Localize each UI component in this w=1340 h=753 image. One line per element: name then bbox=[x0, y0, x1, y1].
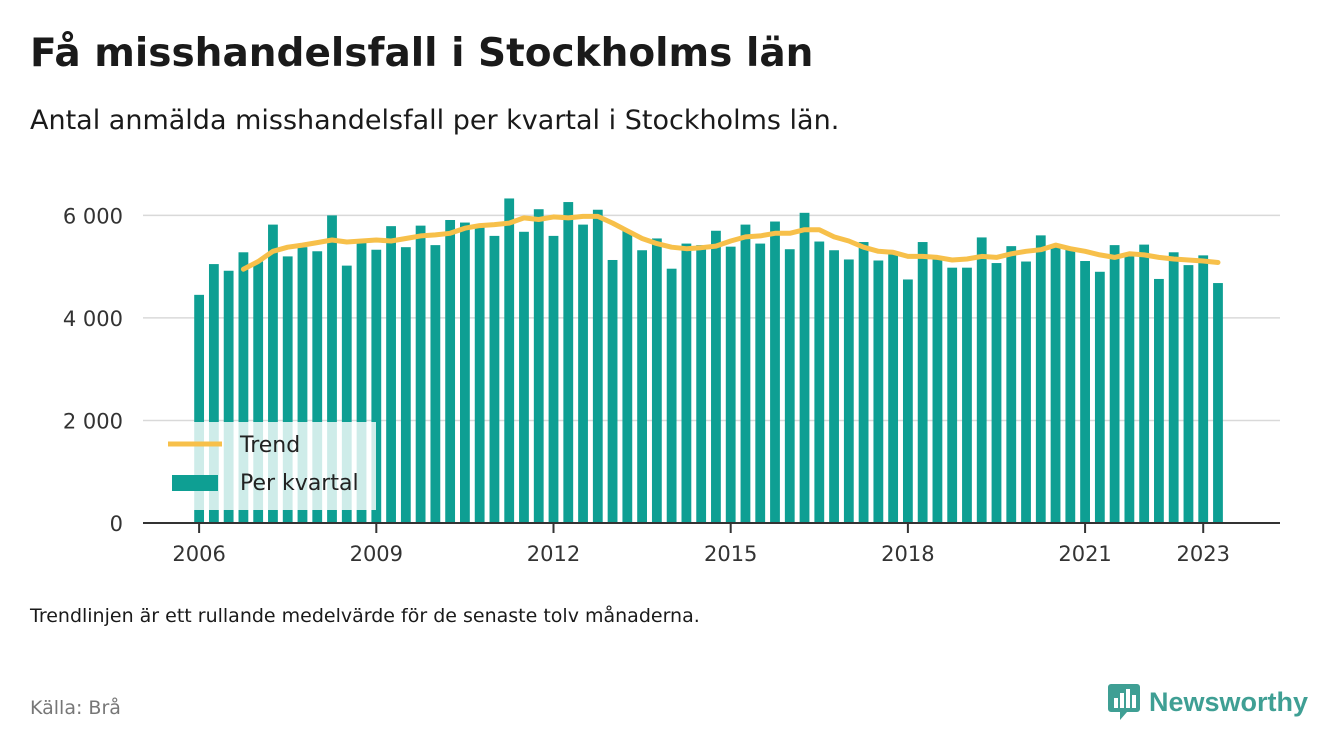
x-tick-label: 2006 bbox=[172, 542, 225, 566]
bar bbox=[711, 230, 721, 523]
bar bbox=[1213, 283, 1223, 523]
chart-subtitle: Antal anmälda misshandelsfall per kvarta… bbox=[30, 105, 840, 136]
bar bbox=[888, 251, 899, 524]
legend: Trend Per kvartal bbox=[160, 422, 376, 510]
bar bbox=[622, 230, 633, 523]
bar bbox=[666, 268, 677, 523]
bar bbox=[1006, 246, 1017, 523]
bar bbox=[430, 245, 441, 523]
bar bbox=[1183, 265, 1194, 523]
source-label: Källa: Brå bbox=[30, 697, 121, 719]
legend-background bbox=[160, 422, 376, 510]
bar bbox=[548, 235, 559, 523]
bar bbox=[1139, 244, 1150, 523]
bar bbox=[637, 250, 647, 523]
legend-bars-swatch bbox=[172, 475, 218, 491]
bar bbox=[460, 222, 470, 524]
bar bbox=[976, 237, 987, 523]
bar bbox=[1109, 245, 1120, 523]
bar bbox=[1124, 256, 1135, 523]
y-tick-label: 6 000 bbox=[63, 204, 123, 228]
bar bbox=[962, 267, 972, 523]
brand-name: Newsworthy bbox=[1148, 686, 1308, 717]
bar bbox=[991, 263, 1002, 523]
bar bbox=[504, 198, 515, 523]
bar bbox=[312, 251, 323, 523]
bar bbox=[327, 215, 337, 523]
bar bbox=[592, 209, 603, 523]
bar bbox=[1080, 261, 1090, 523]
bar bbox=[770, 221, 780, 524]
bar bbox=[1035, 235, 1046, 523]
bar bbox=[371, 249, 382, 523]
bar bbox=[297, 247, 308, 523]
bar bbox=[947, 267, 958, 523]
bar bbox=[282, 256, 293, 523]
bar bbox=[696, 245, 707, 523]
bar bbox=[474, 225, 485, 523]
legend-trend-label: Trend bbox=[239, 433, 300, 458]
x-tick-label: 2009 bbox=[350, 542, 403, 566]
trend-layer bbox=[240, 213, 1221, 272]
bar bbox=[1050, 247, 1061, 523]
bar bbox=[253, 261, 264, 523]
bar bbox=[799, 212, 810, 524]
bar bbox=[829, 250, 839, 523]
chart-footnote: Trendlinjen är ett rullande medelvärde f… bbox=[30, 605, 700, 627]
bar bbox=[651, 238, 662, 523]
bar bbox=[268, 224, 278, 523]
bar bbox=[725, 246, 736, 523]
bar bbox=[208, 264, 219, 523]
newsworthy-logo-icon bbox=[1107, 684, 1140, 720]
brand-logo: Newsworthy bbox=[1107, 682, 1308, 722]
y-tick-label: 2 000 bbox=[63, 409, 123, 433]
bar bbox=[489, 235, 500, 523]
x-tick-label: 2021 bbox=[1058, 542, 1111, 566]
bar bbox=[755, 243, 766, 524]
chart: 0 2 000 4 000 6 000 2006 2009 2012 2015 2018 2021… bbox=[63, 198, 1280, 566]
y-tick-label: 4 000 bbox=[63, 307, 123, 331]
bar bbox=[1094, 271, 1105, 523]
x-tick-label: 2023 bbox=[1176, 542, 1229, 566]
bar bbox=[400, 247, 411, 523]
bar-layer bbox=[194, 198, 1223, 524]
x-tick-label: 2012 bbox=[527, 542, 580, 566]
bar bbox=[386, 226, 396, 523]
bar bbox=[1198, 255, 1209, 523]
bar bbox=[563, 202, 574, 524]
x-tick-label: 2015 bbox=[704, 542, 757, 566]
bar bbox=[873, 260, 884, 523]
bar bbox=[681, 243, 692, 524]
y-tick-label: 0 bbox=[110, 512, 123, 536]
bar bbox=[1168, 252, 1179, 524]
bar bbox=[1021, 261, 1031, 523]
chart-title: Få misshandelsfall i Stockholms län bbox=[30, 31, 814, 76]
bar bbox=[1154, 278, 1164, 523]
legend-bars-label: Per kvartal bbox=[240, 471, 359, 496]
bar bbox=[519, 231, 529, 524]
axis-layer: 0 2 000 4 000 6 000 2006 2009 2012 2015 2018 2021… bbox=[63, 204, 1280, 566]
bar bbox=[784, 249, 795, 523]
bar bbox=[415, 225, 426, 523]
bar bbox=[356, 242, 367, 524]
bar bbox=[858, 242, 869, 524]
bar bbox=[194, 294, 205, 523]
bar bbox=[1065, 249, 1076, 523]
bar bbox=[578, 224, 588, 523]
bar bbox=[607, 259, 618, 523]
bar bbox=[843, 259, 854, 523]
bar bbox=[917, 242, 928, 524]
bar bbox=[238, 252, 249, 524]
bar bbox=[814, 241, 825, 523]
bar bbox=[223, 270, 234, 523]
bar bbox=[740, 224, 751, 523]
trend-line bbox=[240, 213, 1221, 272]
bar bbox=[932, 257, 943, 523]
bar bbox=[533, 209, 544, 523]
x-tick-label: 2018 bbox=[881, 542, 934, 566]
bar bbox=[445, 219, 456, 523]
bar bbox=[902, 279, 913, 523]
bar bbox=[341, 265, 352, 523]
